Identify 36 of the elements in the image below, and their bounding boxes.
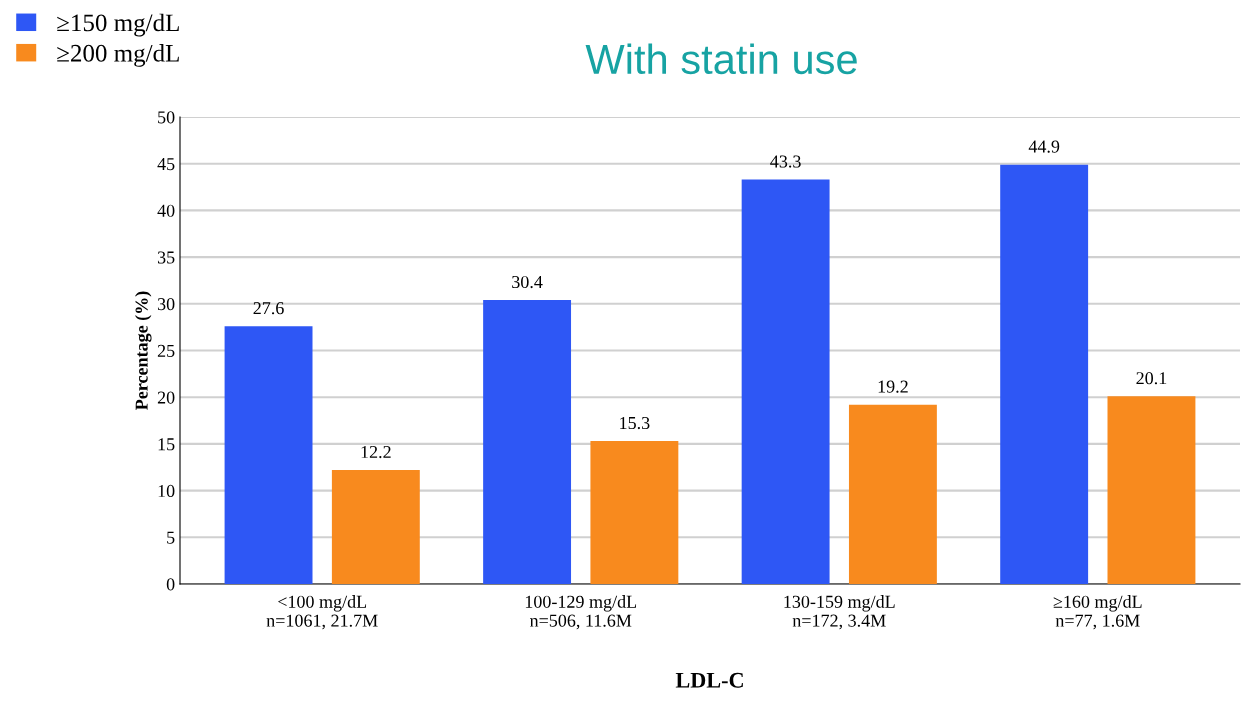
x-tick-label: 130-159 mg/dL n=172, 3.4M: [784, 595, 895, 630]
x-tick-label: ≥160 mg/dL n=77, 1.6M: [1053, 595, 1142, 630]
legend-label: ≥150 mg/dL: [57, 13, 179, 37]
y-tick-label: 45: [157, 158, 175, 171]
chart-title: With statin use: [585, 43, 857, 75]
bar: [1000, 164, 1089, 584]
y-axis-title: Percentage (%): [135, 291, 152, 410]
y-tick-label: 0: [166, 578, 175, 591]
x-tick-label: <100 mg/dL n=1061, 21.7M: [266, 595, 378, 630]
legend-label: ≥200 mg/dL: [57, 44, 179, 67]
data-label: 27.6: [253, 302, 284, 315]
bar: [1107, 396, 1196, 584]
bar: [590, 441, 679, 584]
bar: [331, 470, 420, 584]
y-tick-label: 25: [157, 344, 175, 357]
data-label: 30.4: [512, 275, 543, 289]
y-tick-label: 50: [158, 111, 175, 124]
y-tick-label: 5: [167, 531, 175, 544]
y-tick-label: 35: [157, 251, 175, 264]
bar: [848, 404, 937, 584]
y-tick-label: 10: [158, 484, 175, 498]
bar: [741, 179, 830, 584]
x-tick-label: 100-129 mg/dL n=506, 11.6M: [525, 595, 637, 630]
x-axis-title: LDL-C: [675, 672, 743, 688]
bar: [483, 300, 572, 584]
y-tick-label: 20: [157, 391, 175, 404]
y-tick-label: 15: [158, 438, 175, 451]
data-label: 19.2: [878, 380, 908, 393]
data-label: 44.9: [1028, 140, 1060, 153]
y-tick-label: 30: [157, 298, 175, 311]
data-label: 12.2: [361, 445, 391, 459]
data-label: 43.3: [770, 155, 801, 168]
y-tick-label: 40: [157, 204, 175, 217]
data-label: 15.3: [620, 416, 650, 430]
bar: [224, 326, 313, 584]
data-label: 20.1: [1136, 372, 1167, 385]
